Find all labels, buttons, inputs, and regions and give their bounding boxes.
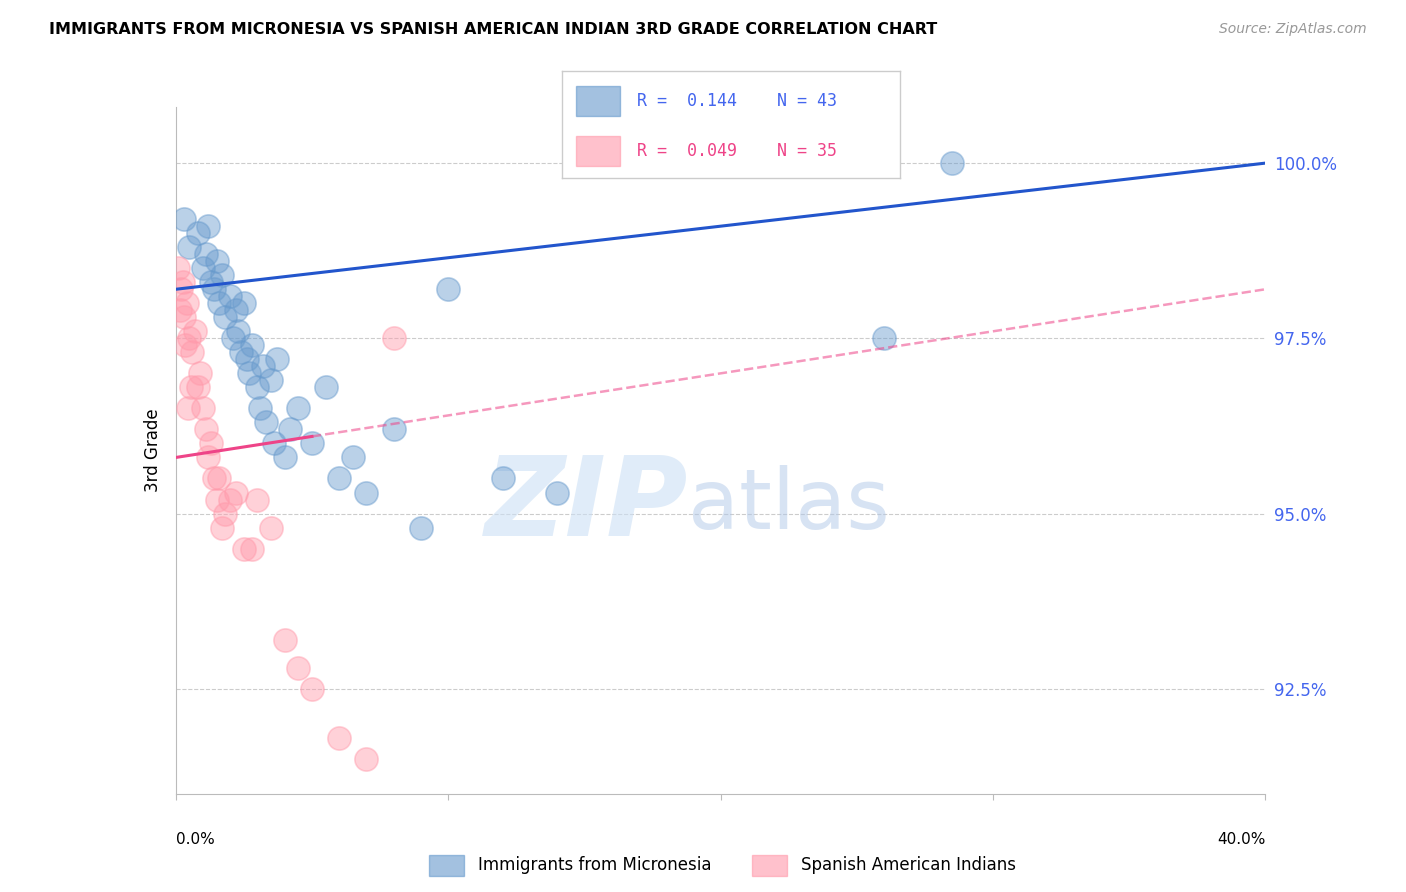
Point [287, 401, 309, 416]
Point [235, 352, 257, 367]
Point [191, 261, 214, 276]
Point [173, 212, 195, 227]
Point [208, 296, 231, 310]
Text: R =  0.144    N = 43: R = 0.144 N = 43 [637, 93, 837, 111]
Point [208, 471, 231, 485]
Point [176, 296, 198, 310]
Point [225, 303, 247, 318]
Point [328, 731, 350, 745]
Point [205, 492, 228, 507]
Point [263, 436, 285, 450]
Text: ZIP: ZIP [485, 452, 688, 559]
Point [249, 401, 271, 416]
Point [214, 310, 236, 325]
Point [194, 247, 217, 261]
Point [492, 471, 515, 485]
Point [246, 380, 269, 394]
Point [211, 520, 233, 534]
Point [205, 254, 228, 268]
Point [238, 367, 260, 381]
FancyBboxPatch shape [576, 87, 620, 116]
Point [437, 282, 460, 296]
Point [170, 282, 193, 296]
Point [181, 345, 204, 359]
Text: Immigrants from Micronesia: Immigrants from Micronesia [478, 856, 711, 874]
Point [315, 380, 337, 394]
Point [240, 541, 263, 556]
Point [225, 485, 247, 500]
Point [254, 416, 277, 430]
Text: atlas: atlas [688, 465, 890, 546]
Point [200, 275, 222, 289]
Point [200, 436, 222, 450]
Point [184, 324, 207, 338]
Point [301, 436, 323, 450]
Point [219, 492, 242, 507]
Point [382, 422, 405, 436]
Point [188, 367, 211, 381]
Point [169, 303, 191, 318]
Point [186, 226, 209, 240]
Point [214, 507, 236, 521]
Point [222, 331, 245, 345]
Point [202, 282, 225, 296]
Point [941, 156, 963, 170]
Point [873, 331, 896, 345]
Point [356, 485, 378, 500]
Text: R =  0.049    N = 35: R = 0.049 N = 35 [637, 142, 837, 160]
Point [287, 661, 309, 675]
Point [240, 338, 263, 352]
Point [409, 520, 432, 534]
Point [174, 338, 197, 352]
Point [167, 261, 190, 276]
Point [382, 331, 405, 345]
Point [186, 380, 209, 394]
Point [172, 275, 194, 289]
Point [232, 296, 254, 310]
Point [179, 240, 201, 254]
Text: 0.0%: 0.0% [176, 832, 215, 847]
Point [252, 359, 274, 374]
FancyBboxPatch shape [576, 136, 620, 166]
Point [219, 289, 242, 303]
Point [202, 471, 225, 485]
Point [274, 450, 297, 465]
Point [180, 380, 202, 394]
Point [266, 352, 288, 367]
Point [301, 681, 323, 696]
Point [274, 632, 297, 647]
Point [246, 492, 269, 507]
Point [278, 422, 301, 436]
Point [228, 324, 250, 338]
Point [231, 345, 253, 359]
Text: 40.0%: 40.0% [1218, 832, 1265, 847]
Point [177, 401, 200, 416]
Text: Source: ZipAtlas.com: Source: ZipAtlas.com [1219, 22, 1367, 37]
FancyBboxPatch shape [752, 855, 787, 876]
Point [260, 520, 283, 534]
Point [194, 422, 217, 436]
Point [211, 268, 233, 283]
Text: IMMIGRANTS FROM MICRONESIA VS SPANISH AMERICAN INDIAN 3RD GRADE CORRELATION CHAR: IMMIGRANTS FROM MICRONESIA VS SPANISH AM… [49, 22, 938, 37]
Point [197, 219, 219, 234]
Point [232, 541, 254, 556]
Point [328, 471, 350, 485]
Point [197, 450, 219, 465]
Point [173, 310, 195, 325]
Point [260, 373, 283, 387]
Point [342, 450, 364, 465]
FancyBboxPatch shape [429, 855, 464, 876]
Text: Spanish American Indians: Spanish American Indians [801, 856, 1017, 874]
Y-axis label: 3rd Grade: 3rd Grade [143, 409, 162, 492]
Point [191, 401, 214, 416]
Point [356, 752, 378, 766]
Point [179, 331, 201, 345]
Point [546, 485, 568, 500]
